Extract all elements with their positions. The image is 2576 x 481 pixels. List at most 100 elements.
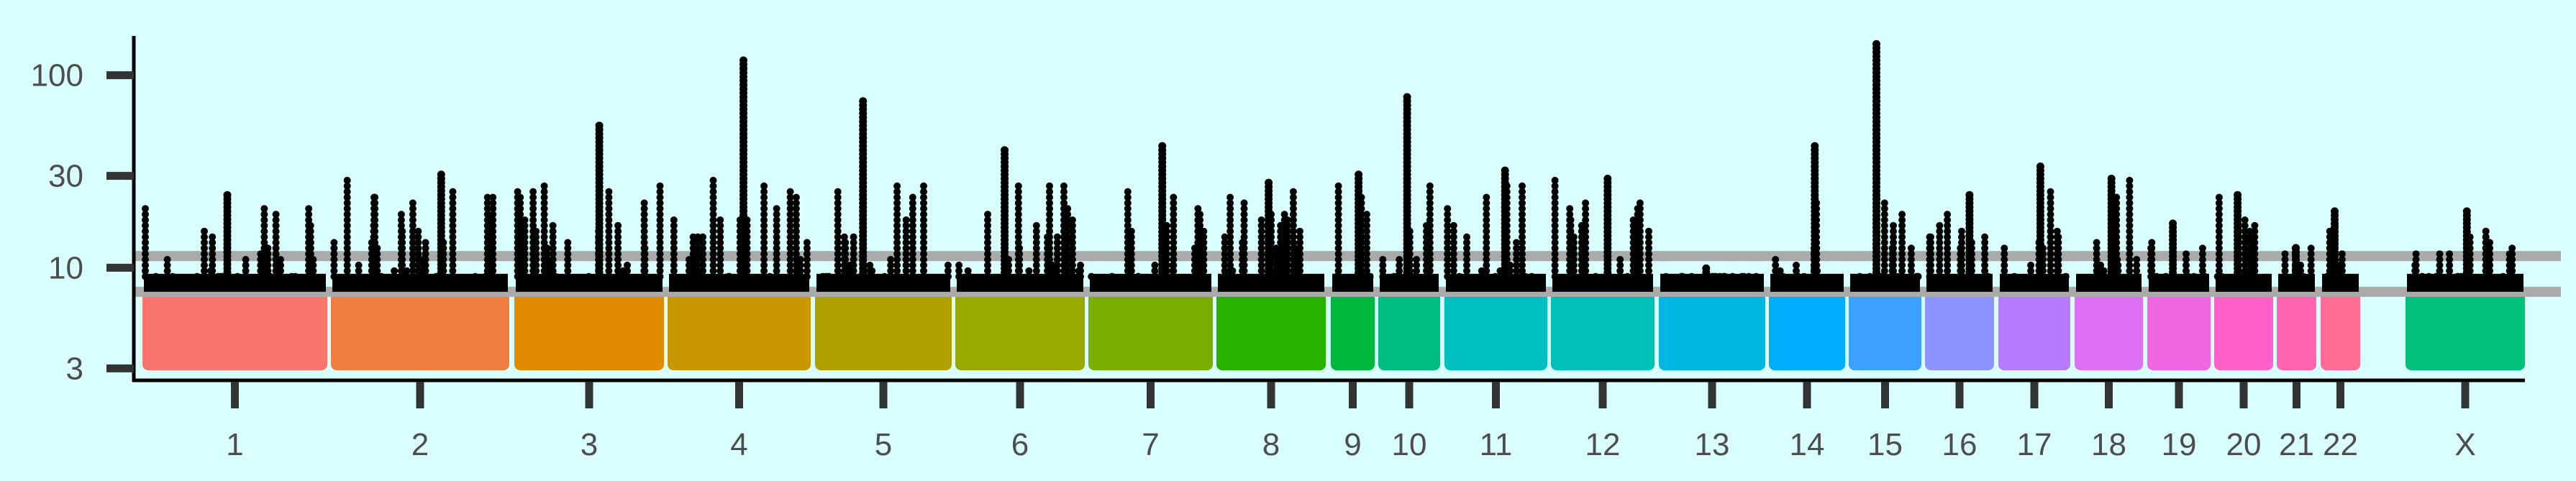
data-point xyxy=(1194,244,1202,252)
data-point xyxy=(1880,261,1888,269)
data-point xyxy=(242,267,250,275)
data-point xyxy=(547,267,555,275)
data-point-peak xyxy=(1355,170,1363,179)
data-point xyxy=(2183,261,2190,269)
data-point xyxy=(1519,205,1526,213)
data-point xyxy=(516,199,524,207)
data-point xyxy=(792,205,800,213)
data-point xyxy=(803,250,811,258)
data-point xyxy=(2114,272,2122,280)
data-point xyxy=(1334,261,1342,269)
data-point-peak xyxy=(437,170,445,179)
data-point xyxy=(1880,216,1888,224)
data-point xyxy=(1582,221,1590,229)
data-point xyxy=(605,188,613,196)
data-point xyxy=(792,272,800,280)
data-point xyxy=(1108,272,1116,280)
data-point xyxy=(343,216,351,224)
data-point-peak xyxy=(2462,207,2471,216)
data-point xyxy=(1194,221,1202,229)
data-point xyxy=(2047,205,2054,213)
data-point xyxy=(1124,199,1132,207)
data-point xyxy=(605,267,613,275)
data-point xyxy=(1958,239,1965,247)
data-point xyxy=(760,250,768,258)
data-point xyxy=(1957,261,1965,269)
data-point xyxy=(699,261,706,269)
data-point xyxy=(201,261,208,269)
data-point xyxy=(842,261,850,269)
data-point xyxy=(1124,227,1132,235)
chromosome-block-16 xyxy=(1925,291,1994,370)
data-point xyxy=(792,233,800,241)
data-point xyxy=(792,256,800,263)
data-point xyxy=(1634,221,1642,229)
data-point xyxy=(272,267,280,275)
data-point xyxy=(1582,239,1590,247)
data-point xyxy=(640,233,648,241)
data-point xyxy=(1483,221,1490,229)
data-point xyxy=(670,216,678,224)
data-point xyxy=(142,216,149,224)
data-point xyxy=(1226,221,1234,229)
data-point xyxy=(2215,193,2223,201)
data-point xyxy=(689,250,697,258)
data-point xyxy=(614,267,622,275)
data-point xyxy=(547,261,555,269)
data-point xyxy=(2054,256,2062,263)
data-point xyxy=(543,244,551,252)
data-point xyxy=(909,244,916,252)
data-point xyxy=(2147,256,2155,263)
data-point xyxy=(2215,267,2223,275)
data-point xyxy=(2218,272,2226,280)
data-point xyxy=(868,272,876,280)
data-point xyxy=(1362,244,1370,252)
data-point xyxy=(1981,250,1989,258)
data-point xyxy=(486,244,494,252)
data-point xyxy=(1449,256,1457,263)
data-point xyxy=(1088,272,1096,280)
data-point xyxy=(670,221,678,229)
data-point xyxy=(209,261,217,269)
data-point xyxy=(1729,272,1737,280)
data-point xyxy=(201,233,208,241)
data-point xyxy=(483,205,491,213)
data-point xyxy=(1291,267,1299,275)
data-point xyxy=(786,216,794,224)
data-point xyxy=(1226,267,1234,275)
data-point xyxy=(2215,227,2223,235)
data-point xyxy=(1284,244,1291,252)
data-point xyxy=(2307,261,2315,269)
chromosome-block-15 xyxy=(1849,291,1921,370)
data-point xyxy=(1519,227,1526,235)
data-point xyxy=(670,261,678,269)
data-point xyxy=(529,205,537,213)
data-point xyxy=(902,256,910,263)
data-point xyxy=(1060,182,1068,190)
data-point xyxy=(1257,244,1265,252)
data-point xyxy=(260,250,268,258)
data-point xyxy=(521,272,529,280)
data-point xyxy=(343,199,351,207)
data-point xyxy=(1194,256,1202,263)
data-point xyxy=(964,272,972,280)
data-point xyxy=(2482,261,2490,269)
data-point xyxy=(773,256,780,263)
data-point xyxy=(834,216,842,224)
data-point xyxy=(1551,188,1559,196)
data-point xyxy=(483,211,491,219)
data-point xyxy=(1483,205,1490,213)
data-point xyxy=(1483,267,1490,275)
data-point xyxy=(371,193,379,201)
data-point xyxy=(656,244,664,252)
data-point xyxy=(1063,267,1071,275)
data-point xyxy=(397,256,405,263)
data-point xyxy=(614,250,622,258)
data-point xyxy=(549,250,557,258)
data-point xyxy=(1455,272,1463,280)
x-tick-label: 16 xyxy=(1942,427,1977,462)
data-point xyxy=(1793,261,1800,269)
data-point xyxy=(489,211,497,219)
data-point xyxy=(1014,193,1022,201)
data-point xyxy=(1075,267,1083,275)
